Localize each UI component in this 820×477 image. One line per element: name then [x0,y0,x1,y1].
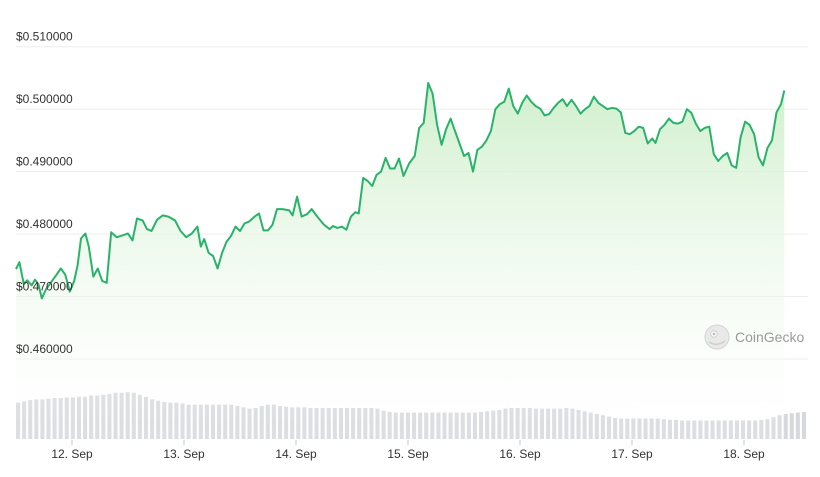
x-tick-label: 14. Sep [275,447,317,461]
y-tick-label: $0.500000 [16,92,73,106]
price-line-group [15,82,786,300]
coingecko-logo-icon [704,324,730,350]
watermark-label: CoinGecko [735,329,804,345]
x-axis-ticks: 12. Sep 13. Sep 14. Sep 15. Sep 16. Sep 17. S… [51,440,765,461]
x-tick-label: 13. Sep [163,447,205,461]
volume-bar [783,413,788,439]
x-tick-label: 18. Sep [723,447,765,461]
price-series-line [15,82,786,300]
y-tick-label: $0.480000 [16,217,73,231]
y-tick-label: $0.470000 [16,280,73,294]
x-tick-label: 16. Sep [499,447,541,461]
y-tick-label: $0.490000 [16,155,73,169]
watermark: CoinGecko [704,324,804,350]
y-axis-ticks: $0.460000 $0.470000 $0.480000 $0.490000 $0.5… [16,30,73,356]
volume-bar [789,413,794,439]
volume-bar [795,412,800,439]
price-area [16,83,785,439]
x-tick-label: 12. Sep [51,447,93,461]
y-tick-label: $0.510000 [16,30,73,44]
y-tick-label: $0.460000 [16,342,73,356]
x-tick-label: 17. Sep [611,447,653,461]
volume-bar [801,411,806,439]
price-area-fill [16,83,785,439]
x-tick-label: 15. Sep [387,447,429,461]
